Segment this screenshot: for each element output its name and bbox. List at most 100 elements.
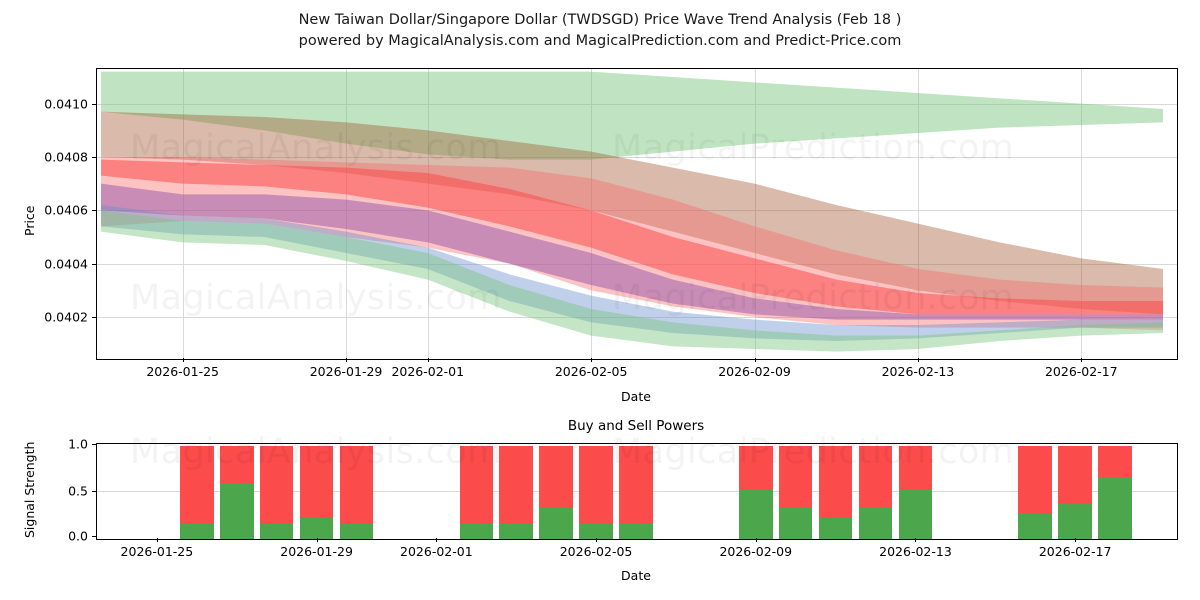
price-gridline [97,103,1177,105]
signal-y-tick-label: 0.5 [68,483,88,498]
buy-power-segment [499,523,533,539]
brown-overlap-band [101,111,1163,315]
sell-power-segment [858,446,893,509]
buy-power-segment [339,523,374,539]
signal-bar[interactable] [459,446,494,539]
price-y-tick-label: 0.0408 [44,149,88,165]
sell-power-segment [818,446,853,518]
buy-power-segment [858,508,893,539]
buy-power-segment [778,508,813,539]
price-gridline-vertical [917,69,919,359]
signal-bar[interactable] [1058,446,1092,539]
buy-power-segment [818,517,853,539]
signal-bar[interactable] [180,446,214,539]
signal-x-axis-label: Date [621,568,651,583]
signal-bar[interactable] [299,446,334,539]
red-core-band [101,159,1163,315]
signal-x-tick-label: 2026-02-13 [879,544,952,559]
signal-bar[interactable] [219,446,254,539]
sell-power-segment [299,446,334,518]
sell-power-segment [1098,446,1132,477]
buy-power-segment [1058,502,1092,539]
price-gridline-vertical [346,69,348,359]
price-wave-bands [101,71,1163,352]
price-gridline [97,210,1177,212]
signal-bar[interactable] [778,446,813,539]
purple-band [101,183,1163,320]
buy-power-segment [299,517,334,539]
price-x-tick-label: 2026-02-13 [881,364,955,379]
price-gridline [97,317,1177,318]
price-x-axis-label: Date [621,389,651,404]
signal-y-tick-label: 0.0 [68,528,88,544]
buy-power-segment [219,483,254,539]
price-chart-plot-area [96,68,1178,360]
buy-power-segment [539,508,573,539]
price-y-tick-label: 0.0404 [44,256,88,272]
signal-bar[interactable] [1018,446,1053,539]
sell-power-segment [539,446,573,509]
signal-bar[interactable] [739,446,773,539]
signal-bar[interactable] [339,446,374,539]
page-title: New Taiwan Dollar/Singapore Dollar (TWDS… [0,10,1200,52]
sell-power-segment [219,446,254,484]
price-gridline-vertical [427,69,429,359]
green-lower-band [101,210,1163,352]
buy-power-segment [259,523,294,539]
signal-bar[interactable] [579,446,613,539]
signal-x-tick-label: 2026-01-29 [280,544,353,559]
price-y-tick-label: 0.0406 [44,202,88,218]
price-x-tick-label: 2026-01-29 [309,364,383,379]
signal-bar[interactable] [1098,446,1132,539]
sell-power-segment [499,446,533,524]
title-line-2: powered by MagicalAnalysis.com and Magic… [298,33,902,49]
title-line-1: New Taiwan Dollar/Singapore Dollar (TWDS… [298,12,902,28]
buy-power-segment [898,488,933,539]
buy-power-segment [739,488,773,539]
buy-power-segment [180,523,214,539]
price-x-tick-label: 2026-02-17 [1044,364,1118,379]
buy-power-segment [1018,513,1053,539]
price-gridline-vertical [754,69,756,359]
signal-bar[interactable] [499,446,533,539]
sell-power-segment [1058,446,1092,503]
signal-x-tick-label: 2026-02-05 [559,544,633,559]
signal-bar[interactable] [818,446,853,539]
price-y-axis-label: Price [22,205,37,237]
sell-power-segment [459,446,494,524]
signal-y-tick-label: 1.0 [68,436,88,452]
buy-power-segment [579,524,613,539]
signal-bar[interactable] [259,446,294,539]
signal-x-tick-label: 2026-02-01 [400,544,473,559]
buy-sell-plot-area [96,443,1178,540]
price-y-tick-label: 0.0402 [44,309,88,325]
sell-power-segment [180,446,214,524]
price-gridline [97,157,1177,158]
price-x-tick-label: 2026-02-09 [718,364,791,379]
buy-power-segment [619,523,653,539]
price-gridline-vertical [182,69,184,359]
signal-y-axis-label: Signal Strength [22,441,37,538]
buy-sell-powers-title: Buy and Sell Powers [567,418,705,434]
sell-power-segment [1018,446,1053,514]
price-x-tick-label: 2026-02-05 [554,364,628,379]
signal-x-tick-label: 2026-02-17 [1038,544,1112,559]
price-gridline [97,263,1177,265]
sell-power-segment [739,446,773,489]
signal-bar[interactable] [858,446,893,539]
green-upper-band [101,71,1163,160]
price-x-tick-label: 2026-01-25 [146,364,220,379]
price-x-tick-label: 2026-02-01 [391,364,465,379]
price-y-tick-label: 0.0410 [44,96,88,112]
sell-power-segment [339,446,374,524]
signal-bar[interactable] [539,446,573,539]
signal-bar[interactable] [619,446,653,539]
sell-power-segment [898,446,933,489]
signal-x-tick-label: 2026-01-25 [120,544,194,559]
blue-band [101,205,1163,341]
sell-power-segment [259,446,294,524]
signal-bar[interactable] [898,446,933,539]
buy-power-segment [459,523,494,539]
price-gridline-vertical [1081,69,1083,359]
